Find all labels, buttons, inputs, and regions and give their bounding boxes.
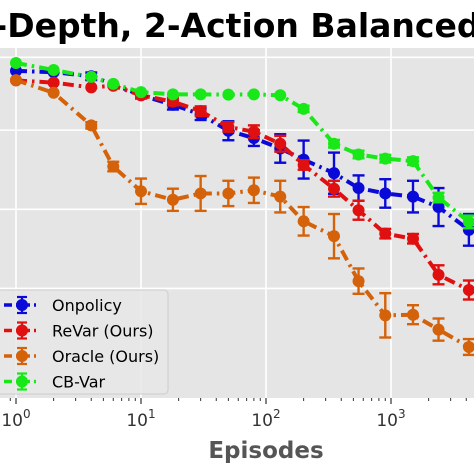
legend: Onpolicy ReVar (Ours) Oracle (Ours) CB-Var — [0, 289, 169, 395]
legend-box — [0, 289, 169, 395]
x-tick-label: 102 — [251, 407, 280, 431]
data-point — [462, 284, 474, 297]
data-point — [85, 119, 98, 132]
data-point — [432, 323, 445, 336]
data-point — [297, 215, 310, 228]
data-point — [352, 204, 365, 217]
data-point — [462, 341, 474, 353]
data-point — [379, 309, 392, 322]
legend-item: Onpolicy — [4, 295, 122, 315]
series-cb-var — [10, 57, 474, 230]
legend-marker — [16, 350, 28, 362]
data-point — [10, 74, 22, 87]
data-point — [135, 185, 147, 198]
data-point — [85, 70, 98, 83]
data-point — [274, 190, 287, 203]
data-point — [247, 125, 260, 138]
data-point — [432, 268, 445, 281]
data-point — [407, 190, 420, 203]
series-layer — [10, 57, 474, 357]
data-point — [274, 137, 287, 150]
legend-marker — [16, 299, 28, 311]
data-point — [328, 230, 341, 243]
data-point — [194, 105, 207, 118]
x-tick-label: 100 — [1, 407, 30, 431]
x-axis-ticks: 100 101 102 103 — [1, 398, 467, 431]
gridlines — [0, 48, 474, 398]
series-line — [15, 78, 470, 292]
x-tick-label: 101 — [126, 407, 155, 431]
data-point — [297, 102, 310, 115]
data-point — [274, 89, 287, 102]
data-point — [432, 191, 445, 204]
data-point — [407, 232, 420, 245]
data-point — [379, 152, 392, 165]
data-point — [407, 308, 420, 321]
data-point — [107, 77, 120, 90]
data-point — [297, 158, 310, 171]
data-point — [352, 275, 365, 288]
data-point — [47, 86, 60, 99]
data-point — [166, 88, 179, 101]
data-point — [135, 86, 147, 99]
data-point — [328, 137, 341, 150]
data-point — [462, 215, 474, 228]
data-point — [107, 160, 120, 173]
data-point — [247, 88, 260, 101]
data-point — [328, 182, 341, 195]
data-point — [352, 182, 365, 195]
legend-label: CB-Var — [52, 373, 105, 392]
data-point — [194, 88, 207, 101]
legend-label: Oracle (Ours) — [52, 347, 159, 366]
data-point — [222, 120, 235, 133]
chart-title: -Depth, 2-Action Balanced — [0, 6, 474, 45]
legend-item: Oracle (Ours) — [4, 346, 159, 366]
legend-item: ReVar (Ours) — [4, 321, 154, 341]
data-point — [407, 155, 420, 168]
legend-marker — [16, 324, 28, 337]
legend-marker — [16, 375, 28, 388]
data-point — [222, 187, 235, 200]
data-point — [328, 167, 341, 180]
data-point — [166, 193, 179, 206]
data-point — [432, 201, 445, 214]
data-point — [222, 88, 235, 101]
data-point — [379, 227, 392, 240]
data-point — [352, 148, 365, 161]
legend-item: CB-Var — [4, 372, 105, 392]
data-point — [85, 81, 98, 94]
data-point — [10, 57, 22, 69]
x-tick-label: 103 — [376, 407, 405, 431]
series-oracle-ours — [10, 74, 474, 357]
legend-label: ReVar (Ours) — [52, 322, 154, 341]
legend-label: Onpolicy — [52, 296, 122, 315]
data-point — [47, 63, 60, 76]
data-point — [247, 184, 260, 197]
data-point — [47, 76, 60, 89]
data-point — [379, 187, 392, 200]
series-line — [15, 68, 471, 232]
x-axis-label: Episodes — [208, 438, 323, 464]
data-point — [194, 187, 207, 200]
